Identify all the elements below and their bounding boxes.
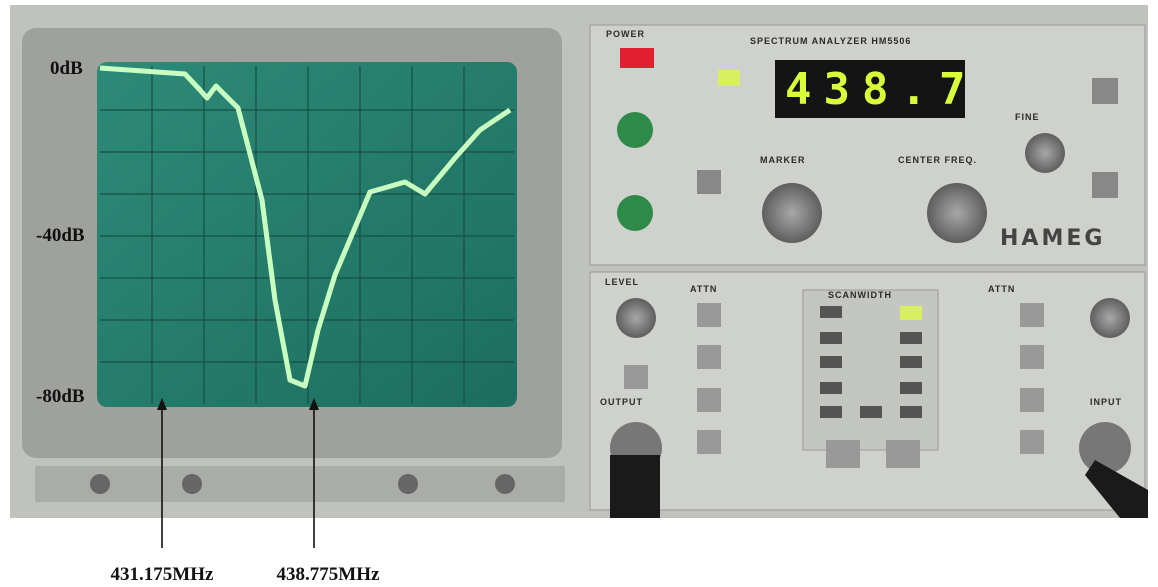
fine-label: FINE xyxy=(1015,112,1040,122)
marker-frequency: 438.775MHz xyxy=(277,564,380,585)
level-knob xyxy=(616,298,656,338)
arrows xyxy=(161,406,315,548)
scanwidth-led-on xyxy=(900,306,922,320)
marker-knob xyxy=(762,183,822,243)
knob-green xyxy=(617,112,653,148)
attn-right-label: ATTN xyxy=(988,284,1015,294)
screen xyxy=(97,62,517,407)
marker-label: MARKER xyxy=(760,155,806,165)
display xyxy=(775,60,965,118)
scanwidth-leds xyxy=(820,306,922,418)
power-label: POWER xyxy=(606,29,645,39)
led xyxy=(718,70,740,86)
trace xyxy=(99,65,512,389)
knob-green xyxy=(617,195,653,231)
attn-left-label: ATTN xyxy=(690,284,717,294)
button xyxy=(1092,78,1118,104)
scanwidth-label: SCANWIDTH xyxy=(828,290,892,300)
fine-knob xyxy=(1025,133,1065,173)
center-freq-label: CENTER FREQ. xyxy=(898,155,977,165)
button xyxy=(1092,172,1118,198)
input-label: INPUT xyxy=(1090,397,1122,407)
attn-buttons xyxy=(624,303,1044,468)
output-label: OUTPUT xyxy=(600,397,643,407)
button xyxy=(697,170,721,194)
gain-knob xyxy=(1090,298,1130,338)
scale-label: -80dB xyxy=(36,386,85,407)
level-label: LEVEL xyxy=(605,277,639,287)
cable xyxy=(1085,460,1148,518)
center-knob xyxy=(927,183,987,243)
screen-knobs xyxy=(90,474,515,494)
input-connector xyxy=(1079,422,1131,474)
brand: HAMEG xyxy=(1000,226,1105,251)
screen-controls-strip xyxy=(35,466,565,502)
scale-label: 0dB xyxy=(50,58,83,79)
power-button xyxy=(620,48,654,68)
scale-label: -40dB xyxy=(36,225,85,246)
cable xyxy=(610,455,660,518)
display-value: 438.7 xyxy=(785,64,977,115)
panel-title: SPECTRUM ANALYZER HM5506 xyxy=(750,36,911,46)
marker-frequency: 431.175MHz xyxy=(111,564,214,585)
screen-grid xyxy=(100,66,514,404)
